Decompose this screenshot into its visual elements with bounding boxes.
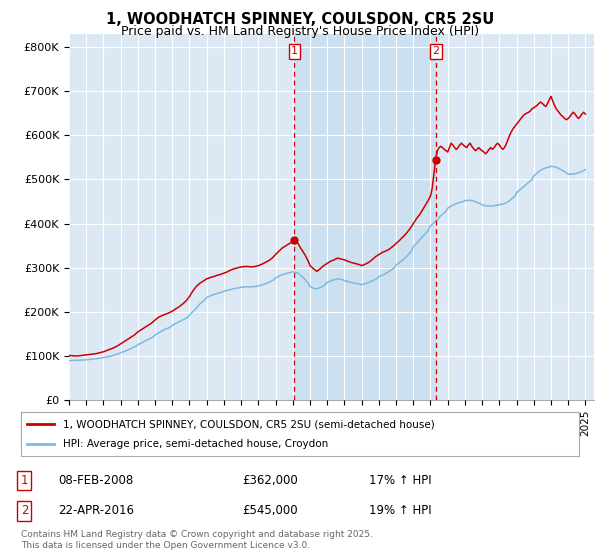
Text: 2: 2 <box>432 46 439 57</box>
Text: 1, WOODHATCH SPINNEY, COULSDON, CR5 2SU (semi-detached house): 1, WOODHATCH SPINNEY, COULSDON, CR5 2SU … <box>63 419 434 429</box>
Text: Contains HM Land Registry data © Crown copyright and database right 2025.
This d: Contains HM Land Registry data © Crown c… <box>20 530 373 550</box>
Bar <box>295 34 436 400</box>
Text: 22-APR-2016: 22-APR-2016 <box>58 505 134 517</box>
Text: 2: 2 <box>20 505 28 517</box>
Text: 17% ↑ HPI: 17% ↑ HPI <box>369 474 432 487</box>
Text: HPI: Average price, semi-detached house, Croydon: HPI: Average price, semi-detached house,… <box>63 439 328 449</box>
Text: 08-FEB-2008: 08-FEB-2008 <box>58 474 133 487</box>
Text: £545,000: £545,000 <box>242 505 298 517</box>
Text: 1: 1 <box>20 474 28 487</box>
Text: 1, WOODHATCH SPINNEY, COULSDON, CR5 2SU: 1, WOODHATCH SPINNEY, COULSDON, CR5 2SU <box>106 12 494 27</box>
Text: Price paid vs. HM Land Registry's House Price Index (HPI): Price paid vs. HM Land Registry's House … <box>121 25 479 38</box>
Text: £362,000: £362,000 <box>242 474 298 487</box>
Text: 1: 1 <box>291 46 298 57</box>
Text: 19% ↑ HPI: 19% ↑ HPI <box>369 505 432 517</box>
